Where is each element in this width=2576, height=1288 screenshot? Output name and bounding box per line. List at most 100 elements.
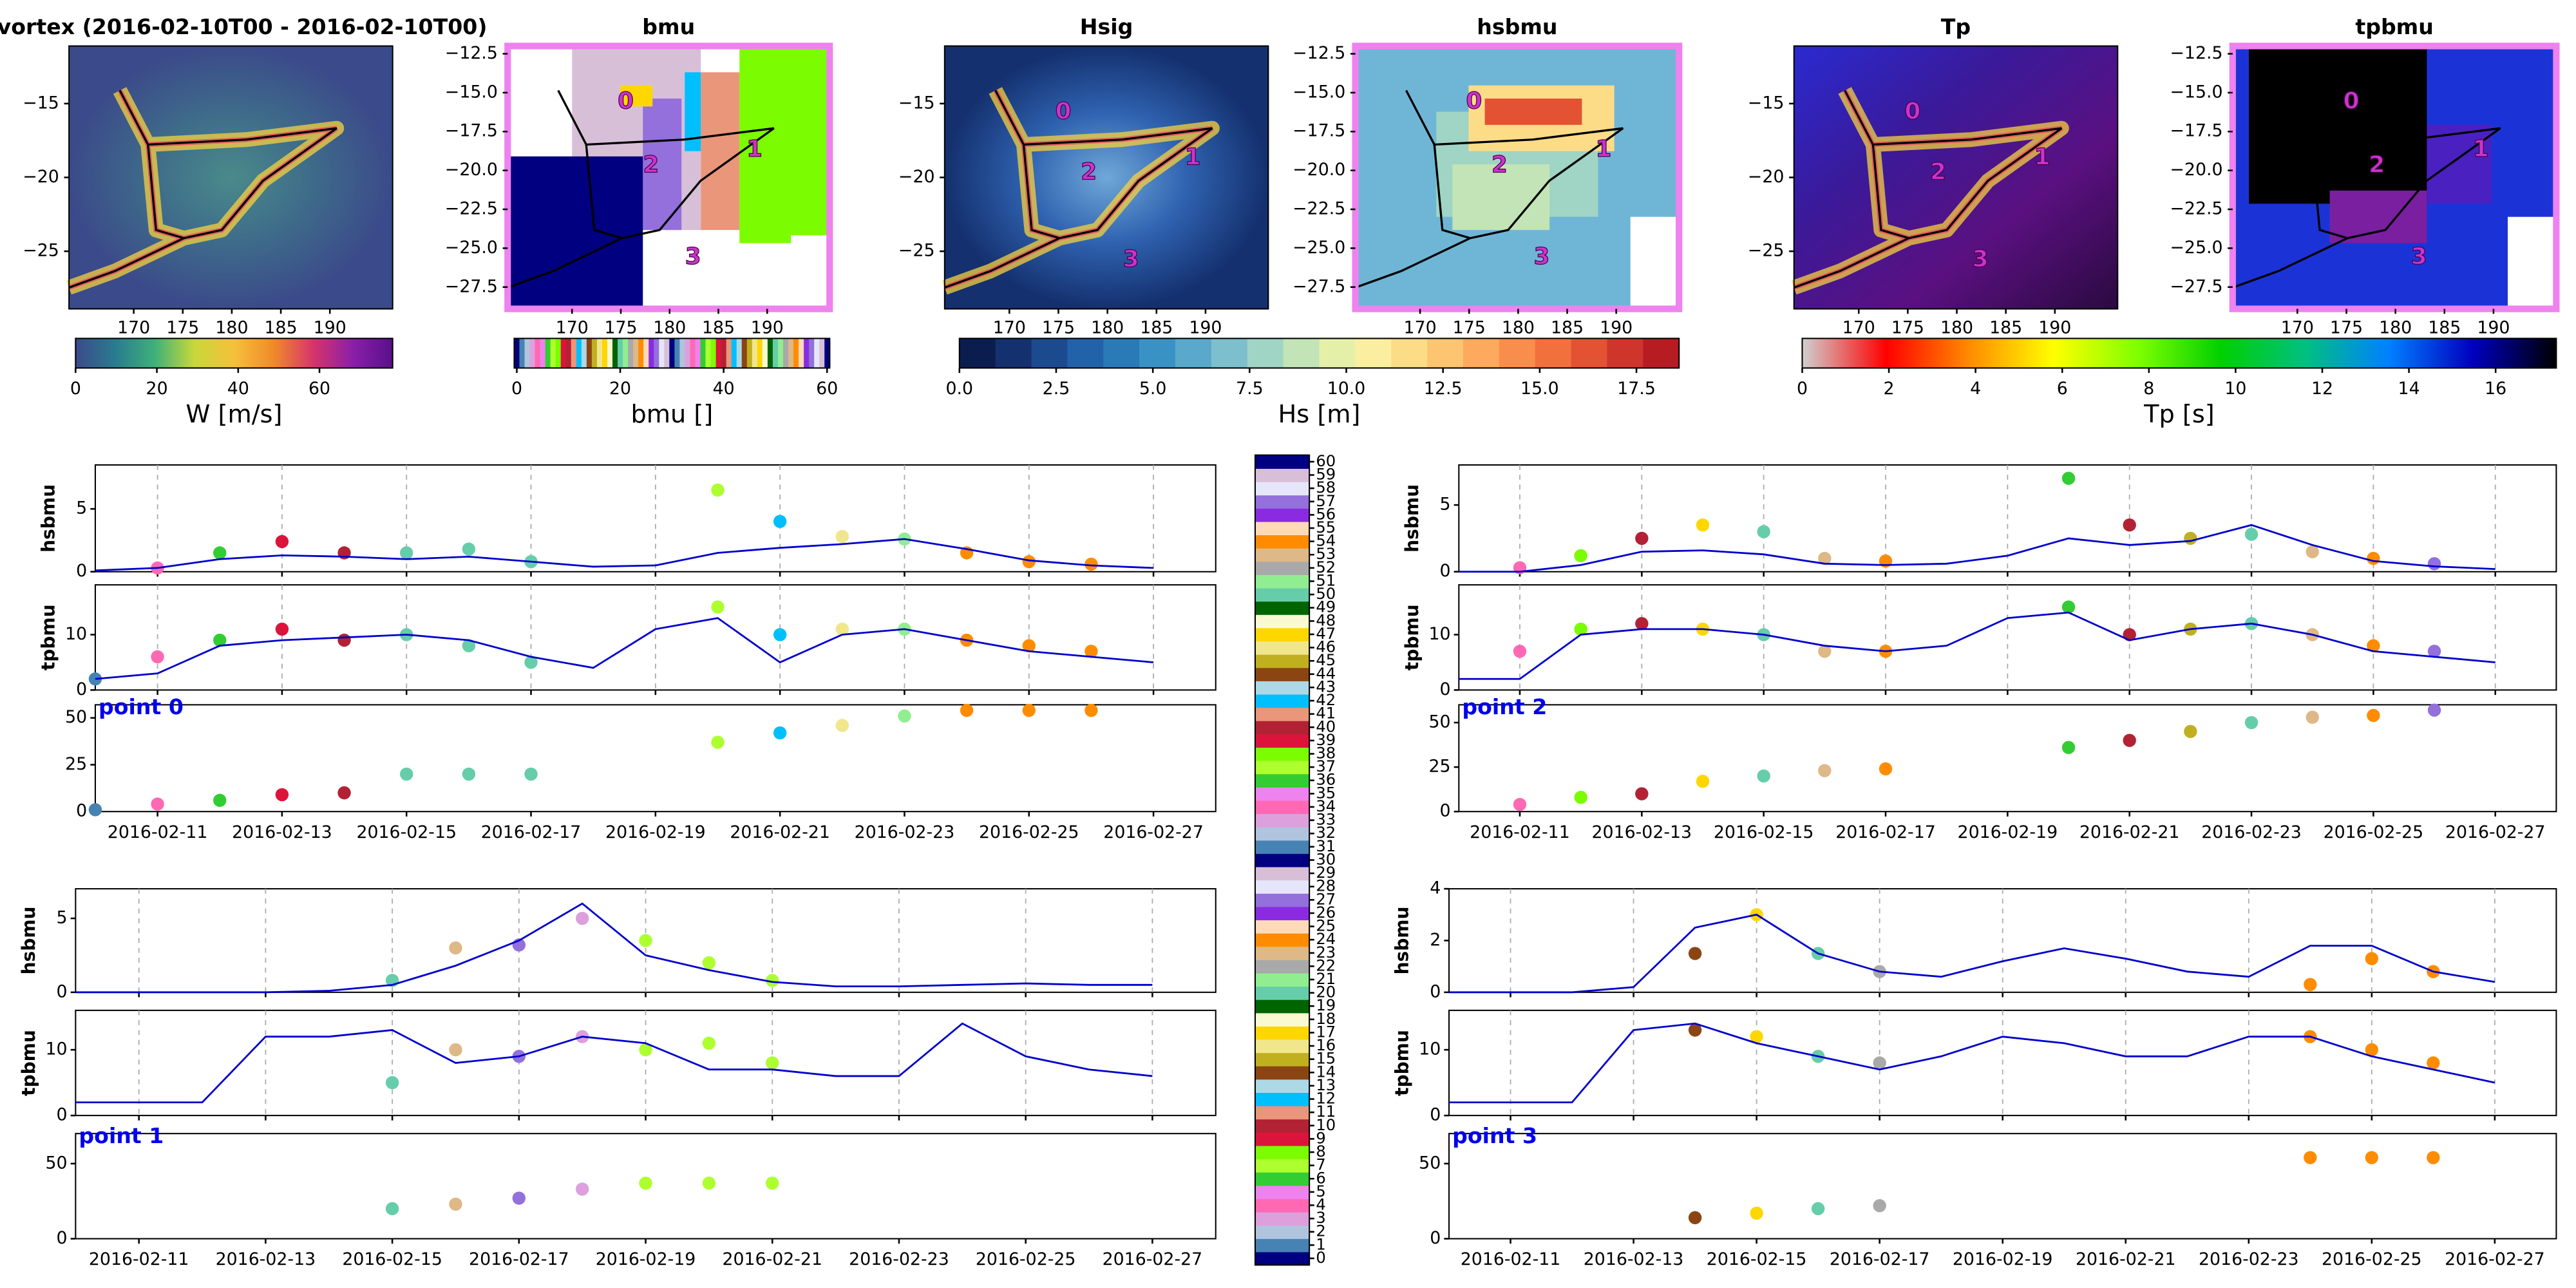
colorbar-tick-label: 2	[1884, 379, 1895, 399]
colorbar-tick-label: 0.0	[946, 379, 974, 399]
bmu-point	[462, 639, 476, 652]
colorbar-band	[576, 338, 582, 368]
colorbar-band	[705, 338, 712, 368]
x-tick-label: 2016-02-23	[2199, 1249, 2299, 1269]
bmu-point	[1696, 518, 1710, 532]
colorbar-band	[659, 338, 665, 368]
colorbar-tick-label: 48	[1316, 611, 1336, 629]
axes	[94, 704, 1217, 813]
colorbar-band	[793, 338, 800, 368]
colorbar-tick-label: 4	[1316, 1196, 1325, 1214]
model-line	[75, 902, 1153, 994]
y-tick-label: −25.0	[2170, 238, 2222, 258]
colorbar-tick-label: 43	[1316, 677, 1336, 696]
x-tick-label: 2016-02-11	[1461, 1249, 1561, 1269]
colorbar-band	[685, 338, 691, 368]
x-tick-label: 170	[1842, 318, 1875, 338]
colorbar-band	[1255, 1238, 1310, 1253]
model-line	[1459, 524, 2496, 573]
colorbar-band	[1255, 1119, 1310, 1133]
colorbar-band	[1255, 813, 1310, 828]
colorbar-band	[1255, 1198, 1310, 1213]
map-field	[1452, 164, 1550, 231]
y-tick-label: −17.5	[2170, 121, 2222, 141]
model-line	[1449, 1022, 2496, 1104]
colorbar-band	[1255, 468, 1310, 482]
y-tick-label: −20	[1748, 167, 1785, 187]
y-tick-label: 0	[1430, 1105, 1441, 1125]
bmu-point	[2427, 557, 2441, 571]
y-tick-label: −20.0	[445, 160, 498, 180]
bmu-point	[2306, 710, 2319, 724]
bmu-point	[960, 703, 974, 717]
y-tick-label: 5	[76, 498, 87, 518]
bmu-point	[1873, 1198, 1886, 1213]
colorbar-tick-label: 20	[609, 379, 631, 399]
bmu-point	[385, 1075, 399, 1090]
colorbar-tick-label: 39	[1316, 731, 1336, 749]
bmu-point	[462, 767, 476, 781]
colorbar-band	[788, 338, 795, 368]
point-label: point 2	[1462, 694, 1547, 719]
y-tick-label: 2	[1430, 930, 1441, 950]
y-tick-label: −27.5	[1293, 276, 1345, 296]
y-tick-label: −17.5	[445, 121, 498, 141]
y-tick-label: −15.0	[1293, 82, 1345, 102]
colorbar-tick-label: 2.5	[1043, 379, 1070, 399]
colorbar-band	[1319, 338, 1356, 368]
y-tick-label: 5	[57, 908, 68, 928]
colorbar-band	[654, 338, 660, 368]
colorbar-band	[1571, 338, 1608, 368]
colorbar-band	[959, 338, 996, 368]
colorbar-tick-label: 5	[1316, 1182, 1325, 1200]
bmu-point	[711, 735, 724, 749]
map-title: Hsig	[1080, 14, 1133, 39]
colorbar-tick-label: 18	[1316, 1010, 1336, 1028]
colorbar-band	[1255, 1052, 1310, 1066]
colorbar-tick-label: 20	[1316, 983, 1336, 1001]
map-title: bmu	[642, 14, 695, 39]
colorbar-tick-label: 5.0	[1139, 379, 1167, 399]
map-point-label: 3	[2411, 243, 2427, 270]
bmu-point	[275, 622, 289, 636]
colorbar-tick-label: 16	[1316, 1036, 1336, 1054]
colorbar-tick-label: 42	[1316, 691, 1336, 709]
bmu-point	[835, 719, 849, 732]
y-tick-label: 5	[1440, 495, 1451, 515]
colorbar-tick-label: 35	[1316, 784, 1336, 802]
colorbar-tick-label: 1	[1316, 1235, 1325, 1253]
colorbar-band	[1463, 338, 1500, 368]
bmu-point	[1818, 764, 1832, 777]
map-field	[1484, 99, 1582, 125]
colorbar-tick-label: 10	[2224, 379, 2246, 399]
colorbar-band	[1255, 853, 1310, 867]
x-tick-label: 170	[1404, 318, 1437, 338]
map-title: d vortex (2016-02-10T00 - 2016-02-10T00)	[0, 14, 487, 39]
map-field	[739, 46, 830, 243]
colorbar-band	[1255, 1105, 1310, 1120]
bmu-point	[1818, 645, 1832, 658]
colorbar-band	[741, 338, 748, 368]
bmu-point	[1688, 947, 1702, 960]
bmu-point	[1574, 549, 1587, 563]
bmu-point	[702, 1036, 716, 1050]
y-tick-label: −15.0	[445, 82, 498, 102]
colorbar-band	[1255, 999, 1310, 1014]
colorbar-tick-label: 60	[308, 379, 330, 399]
colorbar-tick-label: 3	[1316, 1209, 1325, 1227]
bmu-point	[2123, 518, 2136, 532]
map-point-label: 3	[1973, 246, 1989, 272]
bmu-point	[702, 1176, 716, 1190]
colorbar-band	[1255, 535, 1310, 549]
colorbar-band	[1255, 455, 1310, 469]
colorbar-band	[1255, 641, 1310, 655]
x-tick-label: 2016-02-11	[89, 1249, 189, 1269]
colorbar-band	[1535, 338, 1572, 368]
y-tick-label: −27.5	[2170, 276, 2222, 296]
y-tick-label: −25.0	[445, 238, 498, 258]
x-tick-label: 175	[166, 318, 199, 338]
bmu-point	[512, 1191, 526, 1205]
y-tick-label: 10	[1419, 1039, 1441, 1059]
colorbar-tick-label: 22	[1316, 956, 1336, 974]
x-tick-label: 2016-02-25	[979, 822, 1079, 842]
